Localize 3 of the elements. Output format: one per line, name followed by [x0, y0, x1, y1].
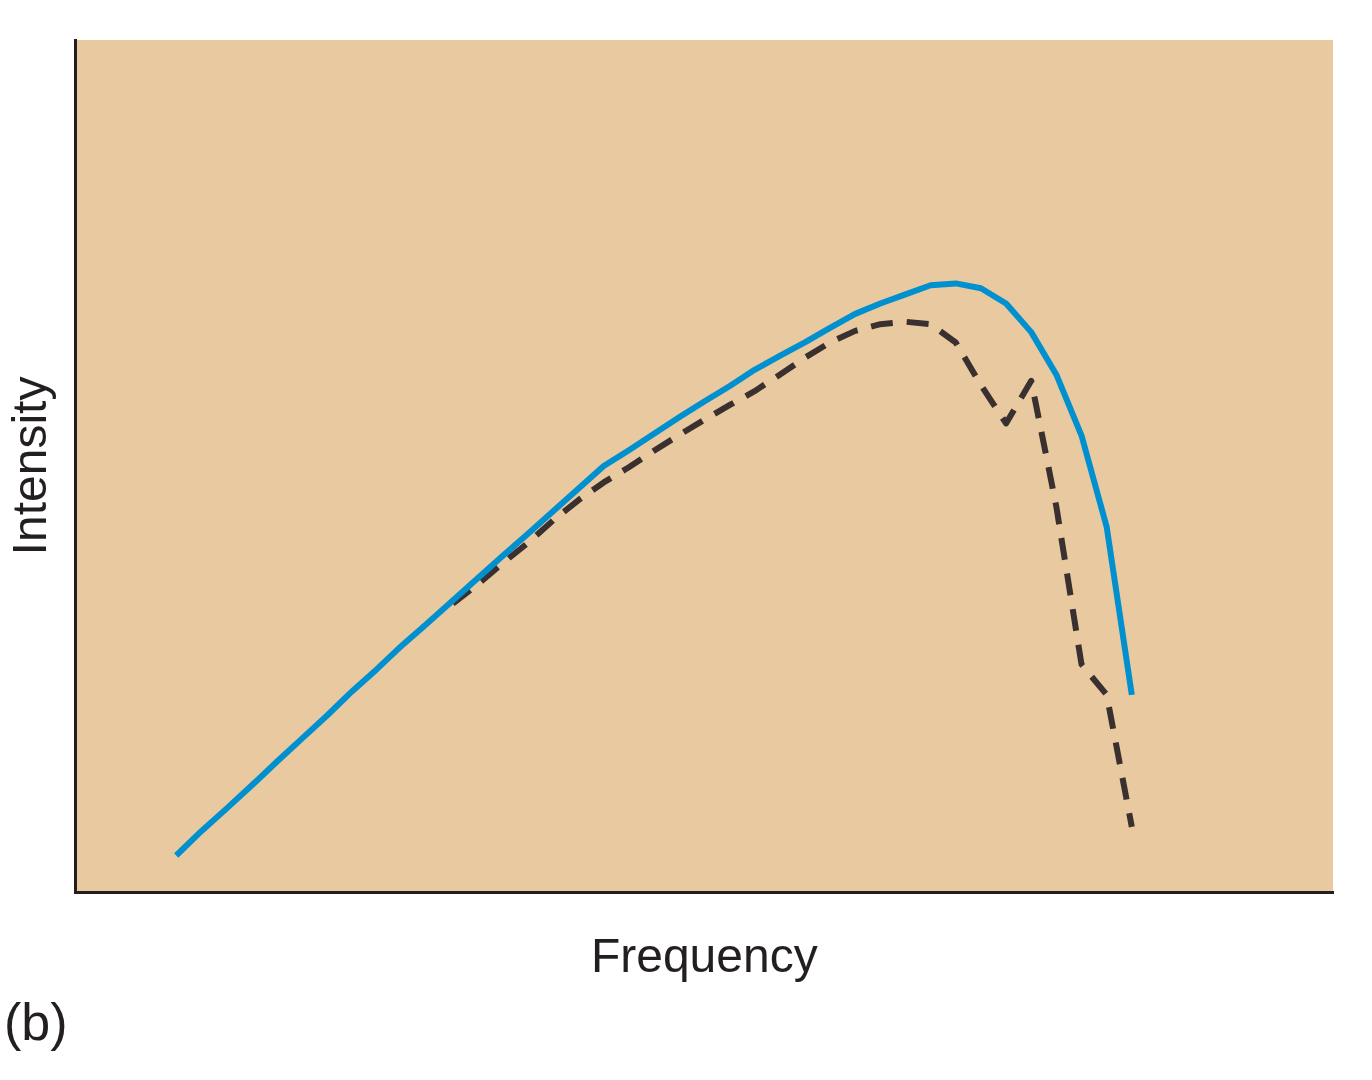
x-axis-title: Frequency — [590, 929, 818, 983]
text: (b) — [4, 993, 68, 1051]
y-axis-title: Intensity — [3, 376, 57, 556]
